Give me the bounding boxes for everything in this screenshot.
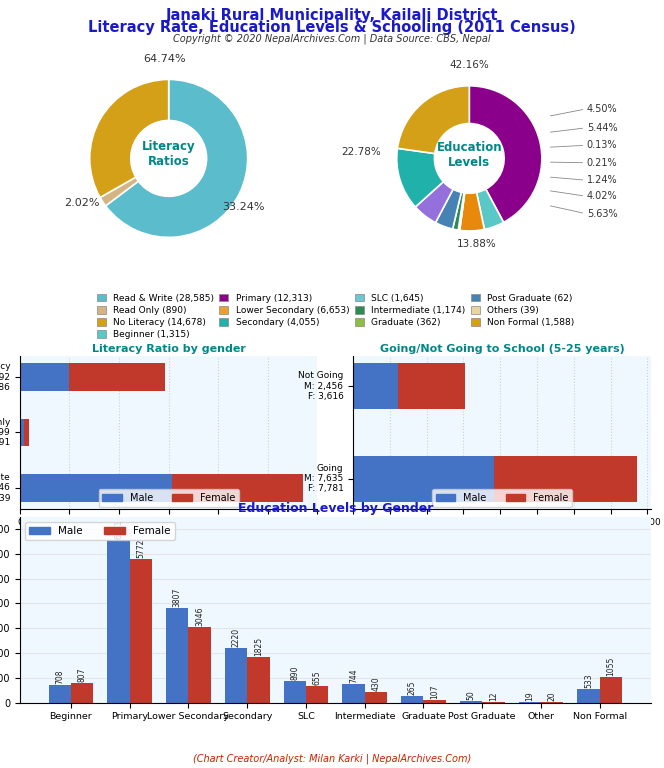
- Text: 807: 807: [78, 667, 86, 682]
- Text: 6541: 6541: [114, 520, 123, 539]
- Text: 430: 430: [371, 677, 380, 691]
- Wedge shape: [469, 86, 542, 223]
- Bar: [600, 677, 622, 703]
- Bar: [166, 608, 189, 703]
- Text: 708: 708: [55, 670, 64, 684]
- Title: Literacy Ratio by gender: Literacy Ratio by gender: [92, 344, 246, 354]
- Text: 5.44%: 5.44%: [587, 123, 618, 133]
- Bar: [343, 684, 365, 703]
- Wedge shape: [458, 193, 464, 230]
- Bar: [353, 363, 398, 409]
- Text: 20: 20: [548, 692, 556, 701]
- Legend: Male, Female: Male, Female: [98, 489, 239, 507]
- Bar: [460, 701, 482, 703]
- Wedge shape: [398, 86, 469, 154]
- Bar: [247, 657, 270, 703]
- Text: 22.78%: 22.78%: [341, 147, 380, 157]
- Wedge shape: [100, 177, 138, 206]
- Bar: [108, 541, 129, 703]
- Text: 1.24%: 1.24%: [587, 175, 618, 185]
- Bar: [48, 685, 71, 703]
- Text: 33.24%: 33.24%: [222, 202, 265, 212]
- Bar: [493, 455, 637, 502]
- Legend: Male, Female: Male, Female: [25, 521, 175, 540]
- Bar: [70, 363, 165, 391]
- Text: 1055: 1055: [606, 656, 616, 676]
- Text: 42.16%: 42.16%: [450, 60, 489, 70]
- Text: 2220: 2220: [232, 627, 240, 647]
- Wedge shape: [459, 193, 484, 231]
- Text: 2.02%: 2.02%: [64, 198, 100, 208]
- Bar: [172, 474, 303, 502]
- Legend: Read & Write (28,585), Read Only (890), No Literacy (14,678), Beginner (1,315), : Read & Write (28,585), Read Only (890), …: [97, 294, 574, 339]
- Text: 0.21%: 0.21%: [587, 157, 618, 167]
- Text: 0.13%: 0.13%: [587, 141, 618, 151]
- Bar: [71, 683, 93, 703]
- Bar: [306, 687, 328, 703]
- Bar: [20, 474, 172, 502]
- Text: Literacy
Ratios: Literacy Ratios: [142, 141, 195, 168]
- Text: 12: 12: [489, 692, 498, 701]
- Wedge shape: [90, 79, 169, 197]
- Wedge shape: [459, 193, 465, 230]
- Text: 744: 744: [349, 669, 358, 684]
- Text: 3046: 3046: [195, 607, 204, 626]
- Text: Education
Levels: Education Levels: [436, 141, 502, 169]
- Wedge shape: [416, 182, 453, 223]
- Bar: [284, 680, 306, 703]
- Text: Copyright © 2020 NepalArchives.Com | Data Source: CBS, Nepal: Copyright © 2020 NepalArchives.Com | Dat…: [173, 33, 491, 44]
- Bar: [365, 692, 387, 703]
- Text: Janaki Rural Municipality, Kailali District: Janaki Rural Municipality, Kailali Distr…: [166, 8, 498, 23]
- Text: 655: 655: [313, 670, 321, 686]
- Title: Education Levels by Gender: Education Levels by Gender: [238, 502, 433, 515]
- Text: 13.88%: 13.88%: [457, 239, 497, 249]
- Text: 4.50%: 4.50%: [587, 104, 618, 114]
- Wedge shape: [477, 189, 503, 230]
- Bar: [24, 419, 29, 446]
- Bar: [20, 419, 24, 446]
- Text: 3807: 3807: [173, 588, 182, 607]
- Bar: [401, 696, 424, 703]
- Wedge shape: [396, 148, 444, 207]
- Text: 107: 107: [430, 684, 439, 699]
- Text: 533: 533: [584, 674, 593, 688]
- Text: 4.02%: 4.02%: [587, 191, 618, 201]
- Text: 50: 50: [467, 690, 475, 700]
- Text: 19: 19: [525, 692, 535, 701]
- Text: 890: 890: [290, 665, 299, 680]
- Legend: Male, Female: Male, Female: [432, 489, 572, 507]
- Bar: [189, 627, 210, 703]
- Bar: [424, 700, 446, 703]
- Text: 5772: 5772: [136, 539, 145, 558]
- Wedge shape: [453, 192, 464, 230]
- Text: 265: 265: [408, 680, 417, 695]
- Text: 5.63%: 5.63%: [587, 209, 618, 219]
- Wedge shape: [106, 79, 248, 237]
- Bar: [398, 363, 465, 409]
- Wedge shape: [436, 189, 461, 229]
- Bar: [225, 647, 247, 703]
- Bar: [20, 363, 70, 391]
- Text: Literacy Rate, Education Levels & Schooling (2011 Census): Literacy Rate, Education Levels & School…: [88, 20, 576, 35]
- Title: Going/Not Going to School (5-25 years): Going/Not Going to School (5-25 years): [380, 344, 624, 354]
- Bar: [353, 455, 493, 502]
- Text: 64.74%: 64.74%: [143, 54, 186, 64]
- Bar: [578, 690, 600, 703]
- Text: (Chart Creator/Analyst: Milan Karki | NepalArchives.Com): (Chart Creator/Analyst: Milan Karki | Ne…: [193, 753, 471, 764]
- Bar: [129, 559, 152, 703]
- Text: 1825: 1825: [254, 637, 263, 657]
